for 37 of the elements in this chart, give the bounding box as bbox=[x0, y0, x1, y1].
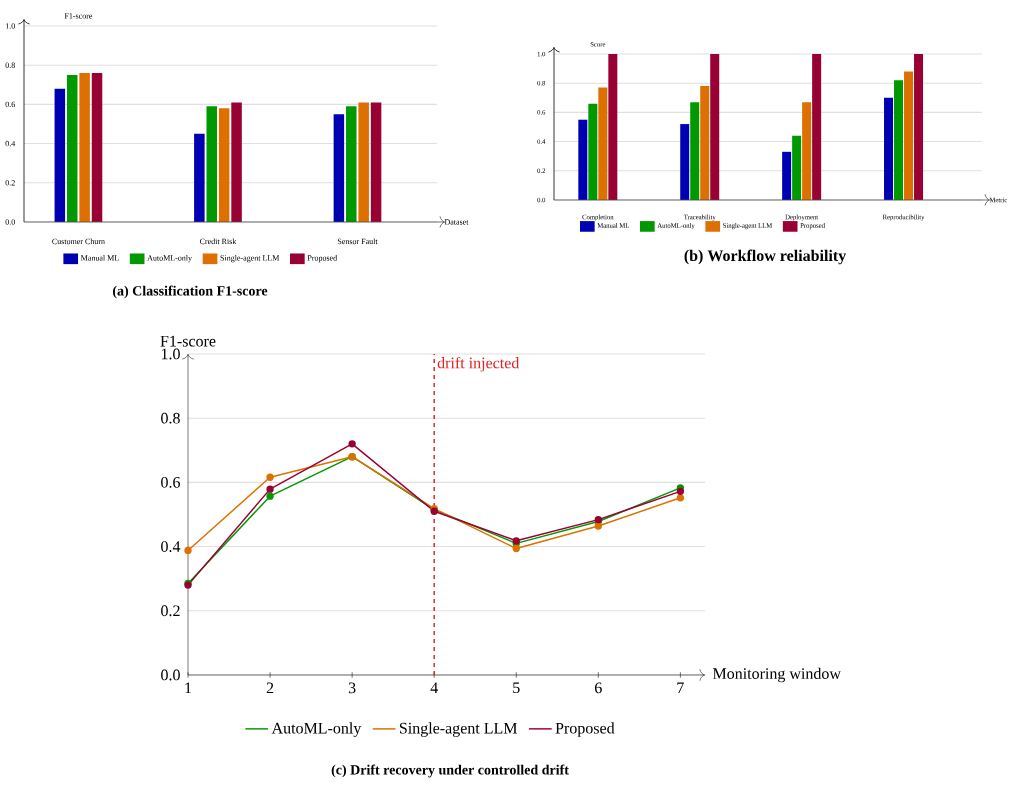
x-axis-title: Monitoring window bbox=[712, 667, 841, 683]
x-tick-label: 2 bbox=[266, 682, 274, 694]
y-axis-title: F1-score bbox=[64, 13, 93, 19]
x-tick-label: Sensor Fault bbox=[337, 238, 378, 245]
ref-line-label: drift injected bbox=[437, 356, 520, 372]
x-tick-label: 3 bbox=[348, 682, 356, 694]
y-tick-label: 0.0 bbox=[5, 219, 15, 225]
text: (c) Drift recovery under controlled drift bbox=[331, 764, 569, 778]
x-tick-label: Credit Risk bbox=[199, 238, 237, 245]
x-tick-label: 1 bbox=[185, 682, 192, 694]
legend-label: Single-agent LLM bbox=[399, 722, 518, 737]
x-tick-label: 4 bbox=[430, 682, 438, 694]
y-axis-title: F1-score bbox=[160, 335, 216, 347]
y-tick-label: 0.2 bbox=[5, 180, 15, 186]
y-tick-label: 0.6 bbox=[161, 476, 181, 488]
x-tick-label: Customer Churn bbox=[52, 238, 105, 245]
x-axis-title: Dataset bbox=[444, 219, 469, 225]
legend-label: Single-agent LLM bbox=[220, 255, 280, 263]
x-tick-label: 6 bbox=[595, 682, 602, 694]
legend-label: Proposed bbox=[307, 255, 338, 263]
y-tick-label: 0.8 bbox=[5, 62, 15, 68]
y-tick-label: 0.2 bbox=[161, 605, 180, 617]
text: (b) Workflow reliability bbox=[684, 249, 847, 265]
y-tick-label: 0.4 bbox=[161, 541, 181, 553]
legend-label: AutoML-only bbox=[147, 255, 193, 263]
y-tick-label: 0.4 bbox=[5, 140, 16, 147]
x-tick-label: 5 bbox=[513, 682, 520, 694]
x-tick-label: 7 bbox=[677, 682, 684, 693]
y-tick-label: 1.0 bbox=[161, 348, 180, 360]
legend-label: Proposed bbox=[555, 722, 615, 737]
y-tick-label: 0.8 bbox=[161, 412, 180, 424]
legend-label: AutoML-only bbox=[271, 722, 362, 737]
y-tick-label: 0.6 bbox=[5, 101, 15, 108]
text: (a) Classification F1-score bbox=[112, 285, 268, 299]
y-tick-label: 1.0 bbox=[5, 23, 15, 29]
y-tick-label: 0.0 bbox=[161, 669, 180, 681]
legend-label: Manual ML bbox=[80, 255, 119, 261]
